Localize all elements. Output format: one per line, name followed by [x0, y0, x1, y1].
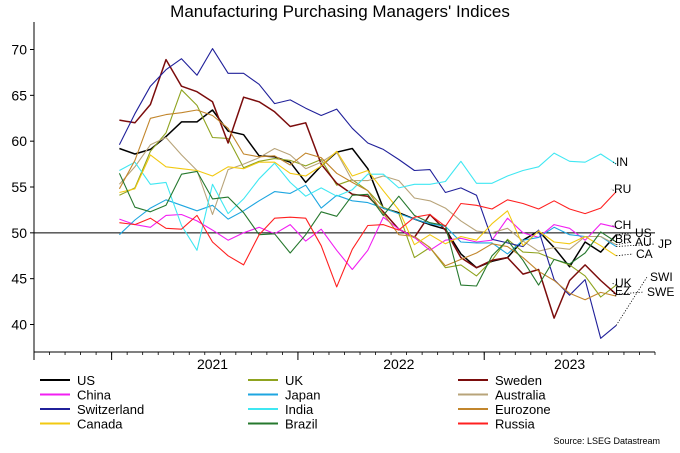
end-label-au: AU: [635, 235, 652, 249]
end-label-in: IN: [616, 155, 628, 169]
end-label-leader: [611, 282, 617, 286]
end-label-leader: [616, 291, 645, 295]
end-label-swi: SWI: [650, 270, 673, 284]
legend-label-canada: Canada: [77, 417, 123, 432]
legend: US UK Sweden China Japan Australia Switzerland…: [40, 373, 551, 432]
end-label-ca: CA: [636, 247, 653, 261]
y-tick-label: 40: [11, 317, 27, 333]
y-tick-label: 60: [11, 133, 27, 149]
series-line-canada: [119, 150, 617, 257]
series-line-us: [119, 109, 617, 269]
series-line-australia: [118, 136, 617, 252]
end-label-leader: [612, 161, 617, 165]
x-tick-label: 2022: [383, 356, 414, 372]
end-label-leader: [616, 243, 656, 247]
legend-label-switzerland: Switzerland: [77, 402, 144, 417]
y-tick-label: 55: [11, 179, 27, 195]
legend-label-eurozone: Eurozone: [495, 402, 551, 417]
end-label-leader: [615, 276, 648, 326]
y-tick-label: 70: [11, 42, 27, 58]
x-tick-label: 2021: [197, 356, 228, 372]
end-label-ch: CH: [614, 218, 631, 232]
source-note: Source: LSEG Datastream: [553, 436, 660, 446]
series-line-sweden: [119, 58, 617, 319]
end-label-leader: [610, 188, 617, 192]
legend-label-uk: UK: [285, 373, 303, 388]
series-line-japan: [119, 184, 617, 255]
end-label-leader: [611, 238, 617, 243]
y-tick-label: 50: [11, 225, 27, 241]
plot-area: [33, 22, 655, 353]
y-axis: 40 45 50 55 60 65 70: [11, 42, 34, 333]
series-end-labels: US UK SWE CH JP AU SWI IN EZ CA BR RU: [610, 155, 674, 326]
chart-title: Manufacturing Purchasing Managers' Indic…: [170, 2, 510, 21]
end-label-ru: RU: [614, 182, 631, 196]
legend-label-china: China: [77, 388, 112, 403]
end-label-leader: [616, 253, 634, 257]
y-tick-label: 65: [11, 87, 27, 103]
series-line-uk: [119, 89, 617, 298]
legend-label-sweden: Sweden: [495, 373, 542, 388]
x-tick-label: 2023: [554, 356, 585, 372]
end-label-leader: [611, 290, 617, 297]
series-lines: [118, 48, 617, 339]
legend-label-brazil: Brazil: [285, 417, 318, 432]
series-line-india: [119, 152, 617, 251]
end-label-leader: [610, 224, 617, 228]
legend-label-us: US: [77, 373, 95, 388]
series-line-russia: [119, 191, 617, 288]
legend-label-japan: Japan: [285, 388, 320, 403]
end-label-us: US: [635, 226, 652, 240]
series-line-switzerland: [118, 48, 617, 339]
y-tick-label: 45: [11, 271, 27, 287]
end-label-swe: SWE: [647, 285, 674, 299]
legend-label-australia: Australia: [495, 388, 546, 403]
end-label-ez: EZ: [615, 284, 630, 298]
end-label-br: BR: [615, 232, 632, 246]
end-label-uk: UK: [615, 276, 632, 290]
end-label-jp: JP: [658, 237, 672, 251]
legend-label-russia: Russia: [495, 417, 536, 432]
series-line-brazil: [118, 170, 617, 287]
legend-label-india: India: [285, 402, 314, 417]
x-axis: 2021 2022 2023: [33, 352, 656, 372]
series-line-china: [119, 213, 617, 271]
series-line-eurozone: [118, 109, 617, 301]
